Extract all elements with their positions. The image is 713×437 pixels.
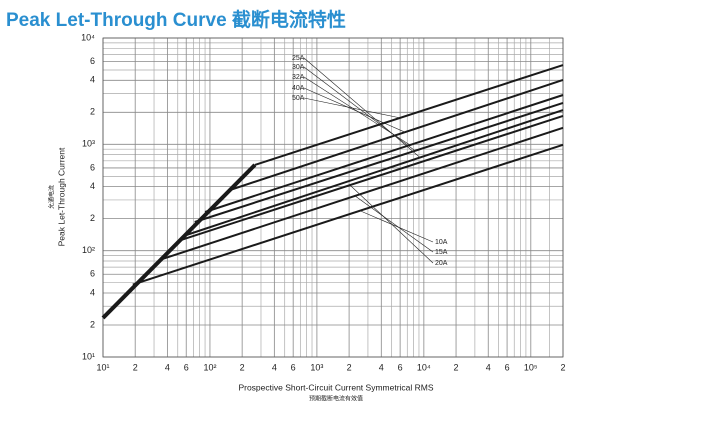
- fuse-line: [182, 109, 564, 238]
- x-tick-label: 6: [291, 362, 296, 372]
- y-tick-label: 10²: [82, 245, 95, 255]
- y-tick-label: 10³: [82, 139, 95, 149]
- x-tick-label: 2: [454, 362, 459, 372]
- x-tick-label: 10¹: [96, 362, 109, 372]
- fuse-line: [177, 114, 564, 243]
- x-tick-label: 10³: [310, 362, 323, 372]
- chart-title: Peak Let-Through Curve 截断电流特性: [6, 8, 346, 31]
- x-tick-label: 4: [165, 362, 170, 372]
- y-axis-label: Peak Let-Through Current: [56, 147, 66, 246]
- x-tick-label: 4: [272, 362, 277, 372]
- x-tick-label: 6: [398, 362, 403, 372]
- leader-line: [303, 57, 421, 158]
- y-tick-label: 10⁴: [81, 32, 95, 42]
- series-label: 15A: [435, 249, 448, 256]
- x-tick-label: 2: [240, 362, 245, 372]
- fuse-line: [194, 102, 564, 223]
- x-tick-label: 6: [184, 362, 189, 372]
- series-label: 10A: [435, 239, 448, 246]
- x-tick-label: 10⁵: [524, 362, 538, 372]
- series-label: 32A: [292, 74, 305, 81]
- x-tick-label: 2: [133, 362, 138, 372]
- fuse-line: [254, 64, 564, 166]
- x-tick-label: 4: [486, 362, 491, 372]
- fuse-line: [132, 143, 564, 286]
- x-tick-label: 6: [505, 362, 510, 372]
- series-label: 50A: [292, 95, 305, 102]
- series-label: 20A: [435, 260, 448, 267]
- x-tick-label: 4: [379, 362, 384, 372]
- x-tick-label: 2: [347, 362, 352, 372]
- x-tick-label: 2: [560, 362, 565, 372]
- leader-line: [303, 87, 406, 133]
- series-label: 25A: [292, 55, 305, 62]
- y-tick-label: 10¹: [82, 351, 95, 361]
- series-label: 30A: [292, 64, 305, 71]
- y-tick-label: 4: [90, 287, 95, 297]
- y-tick-label: 2: [90, 107, 95, 117]
- x-tick-label: 10⁴: [417, 362, 431, 372]
- fuse-line: [204, 94, 564, 213]
- y-tick-label: 6: [90, 162, 95, 172]
- y-tick-label: 2: [90, 213, 95, 223]
- leader-line: [303, 66, 416, 152]
- y-tick-label: 6: [90, 56, 95, 66]
- y-tick-label: 4: [90, 181, 95, 191]
- fuse-line: [229, 79, 564, 191]
- y-tick-label: 4: [90, 75, 95, 85]
- series-label: 40A: [292, 85, 305, 92]
- fuse-line: [159, 126, 564, 261]
- x-axis-sublabel: 预期截断电流有效值: [309, 395, 363, 403]
- leader-line: [359, 210, 434, 243]
- x-tick-label: 10²: [203, 362, 216, 372]
- y-tick-label: 2: [90, 319, 95, 329]
- leader-line: [354, 195, 434, 253]
- y-tick-label: 6: [90, 269, 95, 279]
- y-axis-sublabel: 允通电流: [48, 185, 56, 209]
- plot-frame: [102, 37, 564, 358]
- x-axis-label: Prospective Short-Circuit Current Symmet…: [238, 382, 433, 392]
